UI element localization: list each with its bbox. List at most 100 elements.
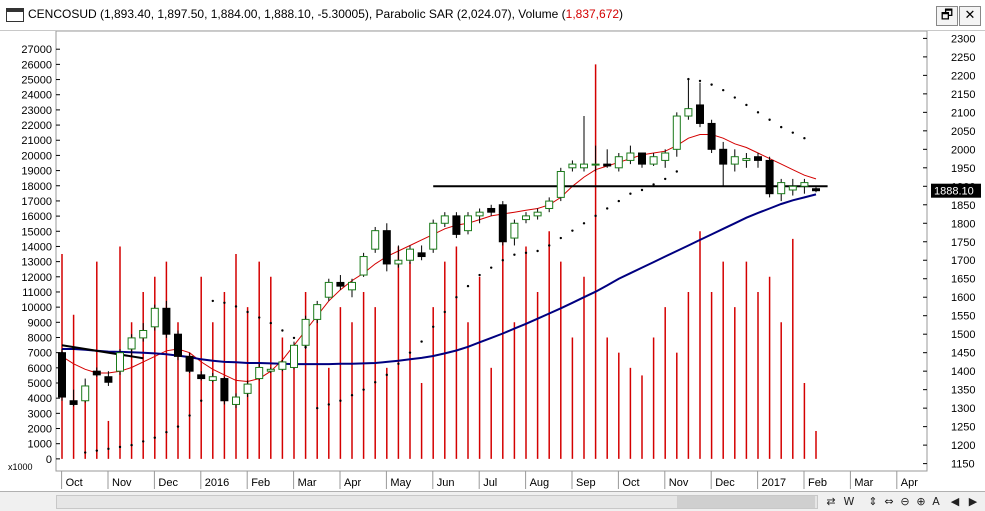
vertical-fit-button[interactable]: ⇕ <box>868 495 878 508</box>
candle-up <box>672 115 681 150</box>
horizontal-scrollbar[interactable] <box>56 495 818 509</box>
candle-down <box>92 370 101 376</box>
candle-down <box>638 152 646 165</box>
candlestick-chart[interactable]: 0 1000 2000 3000 4000 5000 6000 7000 8000 9000 100… <box>0 30 985 491</box>
date-tick-label: May <box>390 477 411 489</box>
sar-dot <box>559 236 562 240</box>
candle-down <box>162 307 171 335</box>
volume-tick-label: 10000 <box>21 302 52 314</box>
sar-dot <box>432 325 435 328</box>
candle-up <box>649 156 658 165</box>
volume-tick-label: 8000 <box>28 332 52 344</box>
volume-axis: 0 1000 2000 3000 4000 5000 6000 7000 8000 9000 100… <box>8 44 60 472</box>
zoom-in-button[interactable]: ⊕ <box>916 495 926 508</box>
chart-panel[interactable]: 0 1000 2000 3000 4000 5000 6000 7000 8000 9000 100… <box>0 30 985 491</box>
sar-dot <box>524 251 528 255</box>
candle-down <box>58 352 66 398</box>
candle-down <box>185 355 194 372</box>
scrollbar-thumb[interactable] <box>677 496 815 508</box>
volume-tick-label: 27000 <box>21 44 52 56</box>
price-tick-label: 1600 <box>951 292 975 304</box>
candle-up <box>614 156 623 169</box>
candle-up <box>545 200 554 209</box>
sar-dot <box>780 125 783 129</box>
sar-dot <box>374 381 377 384</box>
candle-up <box>301 318 310 346</box>
auto-scale-button[interactable]: A <box>932 495 940 508</box>
sar-dot <box>652 183 655 186</box>
fast-moving-average-line <box>61 134 817 383</box>
sar-dot <box>95 449 99 452</box>
scroll-right-button[interactable]: ▶ <box>968 495 978 508</box>
candle-up <box>255 366 264 380</box>
date-tick-label: Nov <box>669 477 689 489</box>
volume-tick-label: 19000 <box>21 166 52 178</box>
date-tick-label: Oct <box>66 477 83 489</box>
sar-dot <box>594 214 597 218</box>
trendline-line <box>61 344 144 360</box>
sar-dot <box>733 96 736 99</box>
sar-dot <box>466 284 470 288</box>
date-tick-label: Mar <box>854 477 873 489</box>
volume-tick-label: 1000 <box>28 439 52 451</box>
price-tick-label: 1550 <box>951 311 975 323</box>
price-tick-label: 2250 <box>951 52 975 64</box>
price-tick-label: 1350 <box>951 385 975 397</box>
candle-down <box>104 376 113 383</box>
sar-dot <box>745 103 748 107</box>
date-tick-label: Jul <box>483 477 497 489</box>
date-tick-label: Dec <box>715 477 735 489</box>
sar-dot <box>292 336 296 340</box>
price-tick-label: 1700 <box>951 255 975 267</box>
price-tick-label: 1500 <box>951 329 975 341</box>
sar-dot <box>234 305 238 308</box>
sar-dot <box>72 347 75 351</box>
period-week-button[interactable]: W <box>843 495 855 508</box>
restore-window-icon: 🗗 <box>940 8 954 23</box>
close-window-button[interactable]: ✕ <box>959 6 981 26</box>
candle-down <box>707 122 716 150</box>
sar-dot <box>768 118 771 121</box>
volume-tick-label: 26000 <box>21 59 52 71</box>
sar-dot <box>107 447 110 451</box>
price-tick-label: 1400 <box>951 366 975 378</box>
volume-tick-label: 5000 <box>28 378 52 390</box>
sar-dot <box>629 192 632 195</box>
candle-up <box>208 376 217 381</box>
trend-lines <box>61 185 828 360</box>
sar-dot <box>258 316 261 319</box>
candle-down <box>69 400 78 405</box>
date-tick-label: 2017 <box>762 477 786 489</box>
price-tick-label: 1950 <box>951 163 975 175</box>
candle-up <box>684 108 693 117</box>
scroll-left-button[interactable]: ◀ <box>950 495 960 508</box>
candle-down <box>417 252 426 258</box>
candle-up <box>556 171 565 198</box>
date-tick-label: Feb <box>251 477 270 489</box>
horizontal-fit-button[interactable]: ⇔ <box>884 495 894 508</box>
candle-down <box>719 148 728 165</box>
volume-tick-label: 21000 <box>21 135 52 147</box>
candle-down <box>382 230 391 265</box>
volume-tick-label: 9000 <box>28 317 52 329</box>
sync-button[interactable]: ⇄ <box>826 495 836 508</box>
candle-up <box>800 182 809 187</box>
volume-tick-label: 13000 <box>21 257 52 269</box>
close-window-icon: ✕ <box>964 8 976 23</box>
volume-tick-label: 7000 <box>28 348 52 360</box>
price-tick-label: 1850 <box>951 200 975 212</box>
chart-window-icon <box>6 8 24 22</box>
sar-dot <box>200 399 203 402</box>
date-tick-label: Oct <box>622 477 639 489</box>
sar-dot <box>536 249 539 253</box>
restore-window-button[interactable]: 🗗 <box>936 6 958 26</box>
volume-tick-label: 15000 <box>21 226 52 238</box>
price-tick-label: 2300 <box>951 33 975 45</box>
candle-down <box>765 159 774 195</box>
sar-dot <box>188 414 191 417</box>
zoom-out-button[interactable]: ⊖ <box>900 495 910 508</box>
candle-up <box>406 248 414 261</box>
candle-up <box>730 156 739 165</box>
sar-dot <box>269 321 272 325</box>
candle-up <box>440 215 449 224</box>
